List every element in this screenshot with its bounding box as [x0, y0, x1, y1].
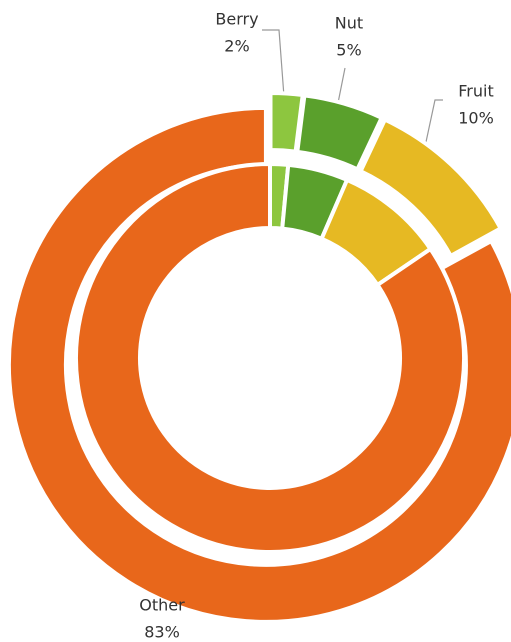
value-label: 83%: [144, 623, 180, 642]
donut-slice: [6, 105, 511, 624]
category-label: Nut: [335, 14, 363, 33]
value-label: 10%: [458, 109, 494, 128]
leader-line: [262, 29, 286, 111]
category-label: Fruit: [458, 82, 493, 101]
value-label: 2%: [224, 37, 249, 56]
value-label: 5%: [336, 41, 361, 60]
donut-slice: [295, 93, 385, 173]
donut-slice: [74, 161, 466, 554]
donut-slice: [357, 116, 504, 259]
category-label: Other: [139, 596, 185, 615]
category-label: Berry: [215, 10, 258, 29]
